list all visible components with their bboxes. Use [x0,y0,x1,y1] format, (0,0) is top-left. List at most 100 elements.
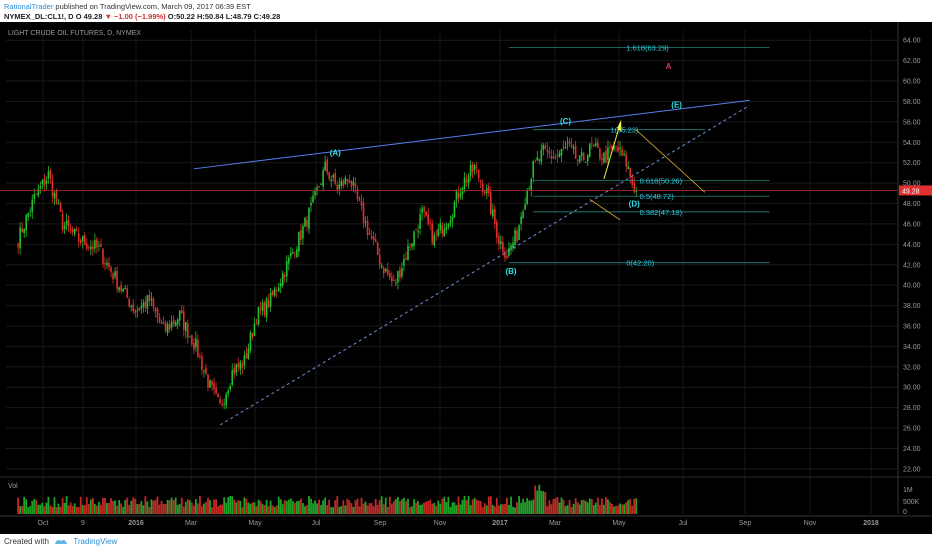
volume-bar [257,499,260,514]
candle-body [336,184,339,191]
chart-canvas[interactable]: 64.00 62.00 60.00 58.00 56.00 54.00 52.00 50.00… [0,22,932,534]
candle-body [566,143,569,145]
candle-body [126,288,128,298]
volume-bar [451,502,454,514]
candle-body [219,399,221,404]
fib-level-label: 1.618(63.29) [626,43,669,52]
candle-body [21,228,23,233]
tradingview-link[interactable]: TradingView [73,537,118,546]
volume-bar [491,505,494,514]
volume-bar [594,502,597,514]
candle-body [483,191,486,194]
volume-bar [100,504,102,514]
candle-body [164,323,167,331]
candle-body [578,155,581,163]
candle-body [550,155,553,159]
candle-body [302,225,304,239]
volume-bar [425,501,428,514]
candle-body [176,319,179,325]
volume-bar [93,504,96,514]
candle-body [77,233,80,242]
candle-body [288,257,290,264]
candle-body [510,245,512,250]
volume-bar [217,506,219,514]
volume-bar [229,496,232,514]
candle-body [520,216,522,224]
candle-body [217,393,219,397]
candle-body [342,180,345,186]
volume-bar [615,505,617,514]
candle-body [346,179,349,181]
candle-body [19,227,21,249]
volume-bar [362,503,365,514]
volume-bar [574,498,577,514]
candle-body [441,225,444,235]
volume-bar [158,504,161,514]
candle-body [207,374,209,388]
fib-level-label: 0(42.20) [626,259,654,268]
volume-bar [510,496,512,514]
candle-body [512,242,514,248]
volume-bar [201,506,203,514]
volume-bar [59,506,62,514]
time-tick-label: Nov [804,520,817,527]
candle-body [29,211,32,213]
candle-body [360,201,363,206]
volume-bar [17,497,20,514]
candle-body [354,183,357,188]
volume-bar [558,502,561,514]
volume-bar [126,497,129,514]
volume-bar [590,499,593,514]
volume-bar [566,505,569,514]
candle-body [524,204,526,210]
candle-body [55,190,58,204]
volume-bar [31,501,34,514]
candle-body [178,310,181,321]
volume-bar [556,496,559,514]
volume-bar [102,497,104,514]
candle-body [397,270,399,283]
candle-body [384,268,387,272]
candle-body [560,148,563,156]
volume-bar [631,505,634,514]
candle-body [532,160,535,178]
candle-body [17,243,19,248]
volume-bar [287,499,290,514]
volume-bar [508,504,510,514]
candle-body [59,203,62,212]
volume-bar [399,501,401,514]
volume-bar [384,497,387,514]
price-chart[interactable]: 64.00 62.00 60.00 58.00 56.00 54.00 52.00 50.00… [0,22,932,534]
candle-body [330,179,333,182]
time-tick-label: Oct [38,520,49,527]
candle-body [110,267,112,273]
candle-body [615,146,617,148]
volume-bar [110,498,112,514]
candle-body [380,265,383,268]
volume-tick-label: 0 [903,509,907,516]
candle-body [564,146,567,148]
volume-bar [320,504,323,514]
candle-body [263,302,266,315]
candle-body [437,229,440,236]
author-link[interactable]: RationalTrader [4,2,54,11]
volume-bar [271,505,274,514]
volume-bar [43,506,46,514]
candle-body [271,290,274,296]
candle-body [69,228,72,230]
volume-bar [526,498,529,514]
wave-label: (C) [560,117,571,126]
candle-body [609,146,611,148]
candle-body [209,380,211,388]
volume-bar [130,500,133,514]
candle-body [582,153,585,160]
volume-bar [437,500,440,514]
candle-body [368,233,371,235]
volume-bar [548,500,551,514]
volume-bar [502,504,504,514]
time-tick-label: Mar [185,520,198,527]
candle-body [617,146,619,152]
volume-bar [388,496,391,514]
volume-bar [184,501,187,514]
fib-level-label: 1(55.23) [610,126,638,135]
